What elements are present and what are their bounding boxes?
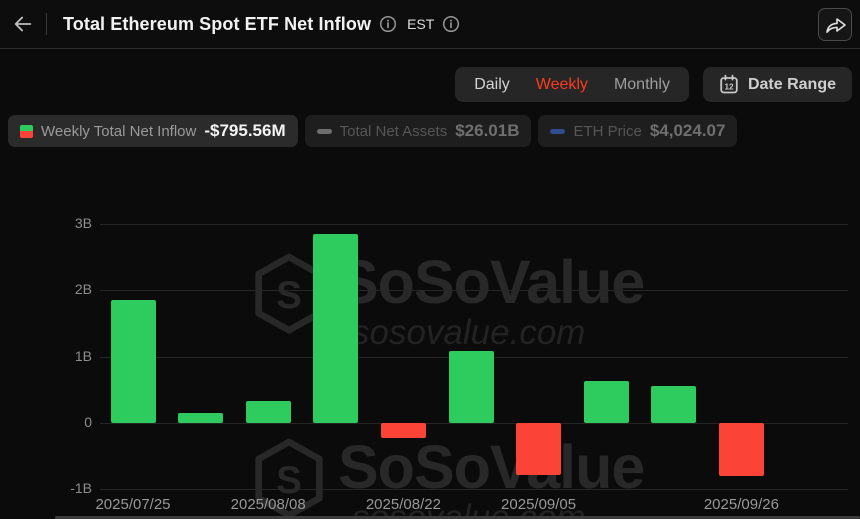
bar-2025-08-08[interactable] [245,401,291,423]
gridline [100,423,848,424]
timezone-info-icon[interactable] [442,15,460,33]
title-info-icon[interactable] [379,15,397,33]
back-arrow-icon [14,16,32,32]
x-axis-tick-label: 2025/07/25 [95,496,171,513]
horizontal-scrollbar[interactable] [55,516,860,519]
period-tab-group: Daily Weekly Monthly [455,67,689,102]
header-divider [46,13,47,35]
header: Total Ethereum Spot ETF Net Inflow EST [0,0,860,49]
legend-item-net-inflow[interactable]: Weekly Total Net Inflow -$795.56M [8,115,298,147]
legend-item-net-assets[interactable]: Total Net Assets $26.01B [304,115,532,147]
legend-value: $4,024.07 [649,121,726,140]
bar-2025-09-12[interactable] [583,381,629,423]
y-axis-tick-label: 2B [74,281,92,298]
chart-legend: Weekly Total Net Inflow -$795.56M Total … [8,115,738,147]
svg-text:S: S [276,459,302,502]
watermark-brand: SoSoValue [338,248,645,316]
share-button[interactable] [818,8,852,41]
bar-2025-09-26[interactable] [718,423,764,476]
legend-label: ETH Price [573,122,642,140]
bar-2025-09-19[interactable] [651,386,697,423]
sosovalue-logo-icon: S [255,438,323,519]
date-range-button[interactable]: 12 Date Range [702,67,852,102]
legend-value: -$795.56M [204,121,286,140]
gridline [100,290,848,292]
y-axis-tick-label: 0 [84,414,92,430]
tab-daily[interactable]: Daily [474,75,510,93]
watermark-brand: SoSoValue [338,433,645,501]
page-title: Total Ethereum Spot ETF Net Inflow [63,13,372,34]
eth-price-marker-icon [550,128,566,134]
x-axis-tick-label: 2025/09/26 [703,496,779,513]
watermark-bottom: S SoSoValue sosovalue.com [252,433,645,519]
svg-text:12: 12 [724,82,734,91]
x-axis-tick-label: 2025/09/05 [501,496,577,513]
back-button[interactable] [0,0,46,48]
legend-item-eth-price[interactable]: ETH Price $4,024.07 [538,115,738,147]
watermark-domain: sosovalue.com [352,498,586,519]
y-axis-tick-label: 3B [74,214,92,231]
legend-value: $26.01B [455,121,520,140]
bar-2025-08-29[interactable] [448,351,494,423]
net-inflow-marker-icon [20,124,33,138]
bar-2025-08-15[interactable] [313,233,359,423]
period-controls: Daily Weekly Monthly 12 Date Range [455,67,852,102]
gridline [100,489,848,491]
tab-weekly[interactable]: Weekly [535,75,588,93]
legend-label: Total Net Assets [339,122,448,140]
x-axis-tick-label: 2025/08/22 [365,496,441,513]
bar-2025-09-05[interactable] [516,423,562,476]
bar-2025-08-01[interactable] [178,413,224,423]
watermark-center: S SoSoValue sosovalue.com [252,248,645,352]
share-icon [826,17,846,33]
legend-label: Weekly Total Net Inflow [41,122,197,140]
y-axis-tick-label: 1B [74,347,92,364]
watermark-domain: sosovalue.com [352,313,586,352]
tab-monthly[interactable]: Monthly [613,75,670,93]
timezone-label: EST [407,16,435,32]
bar-2025-08-22[interactable] [380,423,426,438]
calendar-icon: 12 [720,74,738,94]
svg-text:S: S [276,274,302,317]
x-axis-tick-label: 2025/08/08 [230,496,306,513]
bar-2025-07-25[interactable] [110,300,156,423]
y-axis-tick-label: -1B [70,480,92,497]
gridline [100,223,848,225]
date-range-label: Date Range [747,75,836,93]
net-assets-marker-icon [316,128,332,134]
